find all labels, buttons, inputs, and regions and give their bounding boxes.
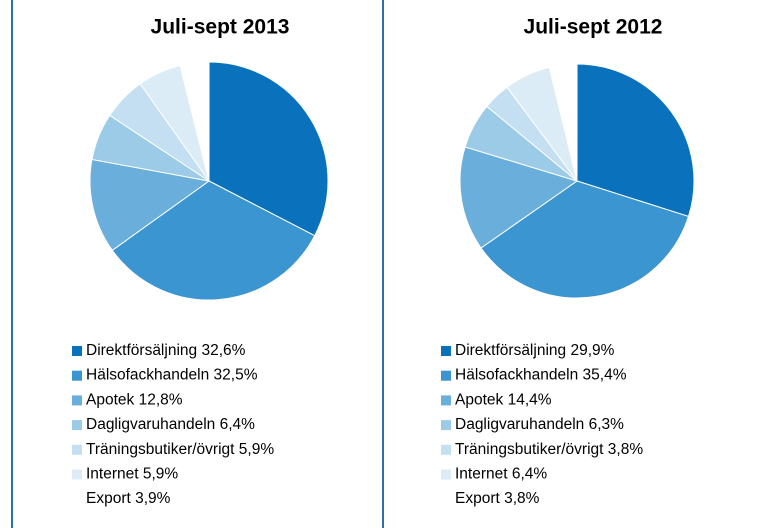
legend-category: Apotek <box>455 391 504 408</box>
pie-slice <box>111 180 316 301</box>
legend-label: Hälsofackhandeln 35,4% <box>455 367 627 384</box>
legend-value: 3,8% <box>504 490 540 507</box>
legend-category: Dagligvaruhandeln <box>86 416 215 433</box>
legend-value: 14,4% <box>508 391 552 408</box>
legend-swatch <box>441 370 451 381</box>
legend-category: Direktförsäljning <box>86 342 197 359</box>
legend-category: Internet <box>455 466 508 483</box>
pie-slice <box>208 61 329 237</box>
legend-category: Träningsbutiker/övrigt <box>86 441 235 458</box>
legend-label: Dagligvaruhandeln 6,4% <box>86 416 255 433</box>
pie-slice <box>576 63 695 218</box>
legend-label: Träningsbutiker/övrigt 3,8% <box>455 441 643 458</box>
legend-value: 32,5% <box>214 367 258 384</box>
legend-label: Internet 5,9% <box>86 466 178 483</box>
legend-category: Hälsofackhandeln <box>86 367 209 384</box>
legend-value: 3,9% <box>135 490 171 507</box>
legend-value: 6,4% <box>512 466 548 483</box>
legend-label: Direktförsäljning 29,9% <box>455 342 615 359</box>
legend-label: Direktförsäljning 32,6% <box>86 342 246 359</box>
legend-swatch <box>72 469 82 480</box>
legend-category: Träningsbutiker/övrigt <box>455 441 604 458</box>
legend-label: Hälsofackhandeln 32,5% <box>86 367 258 384</box>
legend-value: 5,9% <box>143 466 179 483</box>
chart-title: Juli-sept 2013 <box>151 16 290 39</box>
legend-category: Internet <box>86 466 139 483</box>
legend-swatch <box>441 420 451 431</box>
legend-category: Hälsofackhandeln <box>455 367 578 384</box>
chart-title: Juli-sept 2012 <box>524 16 663 39</box>
legend-label: Internet 6,4% <box>455 466 547 483</box>
legend-swatch <box>72 395 82 406</box>
legend-swatch <box>72 420 82 431</box>
legend-swatch <box>441 444 451 455</box>
legend-label: Export 3,9% <box>86 490 171 507</box>
legend-value: 12,8% <box>139 391 183 408</box>
legend-value: 29,9% <box>570 342 614 359</box>
legend-label: Apotek 14,4% <box>455 391 552 408</box>
legend-label: Apotek 12,8% <box>86 391 183 408</box>
legend-label: Träningsbutiker/övrigt 5,9% <box>86 441 274 458</box>
legend-swatch <box>72 444 82 455</box>
legend-value: 6,4% <box>220 416 256 433</box>
legend-swatch <box>72 370 82 381</box>
legend-value: 35,4% <box>583 367 627 384</box>
legend-swatch <box>441 494 451 505</box>
legend-swatch <box>72 346 82 356</box>
legend-swatch <box>441 469 451 480</box>
legend-value: 32,6% <box>201 342 245 359</box>
pie-slice <box>89 158 211 252</box>
pie-slice <box>480 180 690 299</box>
legend-swatch <box>72 494 82 505</box>
pie-slice <box>179 61 210 182</box>
legend-value: 3,8% <box>608 441 644 458</box>
pie-slice <box>548 63 578 182</box>
legend-label: Export 3,8% <box>455 490 540 507</box>
legend-category: Export <box>86 490 131 507</box>
legend-category: Dagligvaruhandeln <box>455 416 584 433</box>
legend-category: Apotek <box>86 391 135 408</box>
legend-swatch <box>441 346 451 356</box>
legend-label: Dagligvaruhandeln 6,3% <box>455 416 624 433</box>
legend-swatch <box>441 395 451 406</box>
legend-category: Direktförsäljning <box>455 342 566 359</box>
legend-value: 6,3% <box>589 416 625 433</box>
legend-value: 5,9% <box>239 441 275 458</box>
legend-category: Export <box>455 490 500 507</box>
